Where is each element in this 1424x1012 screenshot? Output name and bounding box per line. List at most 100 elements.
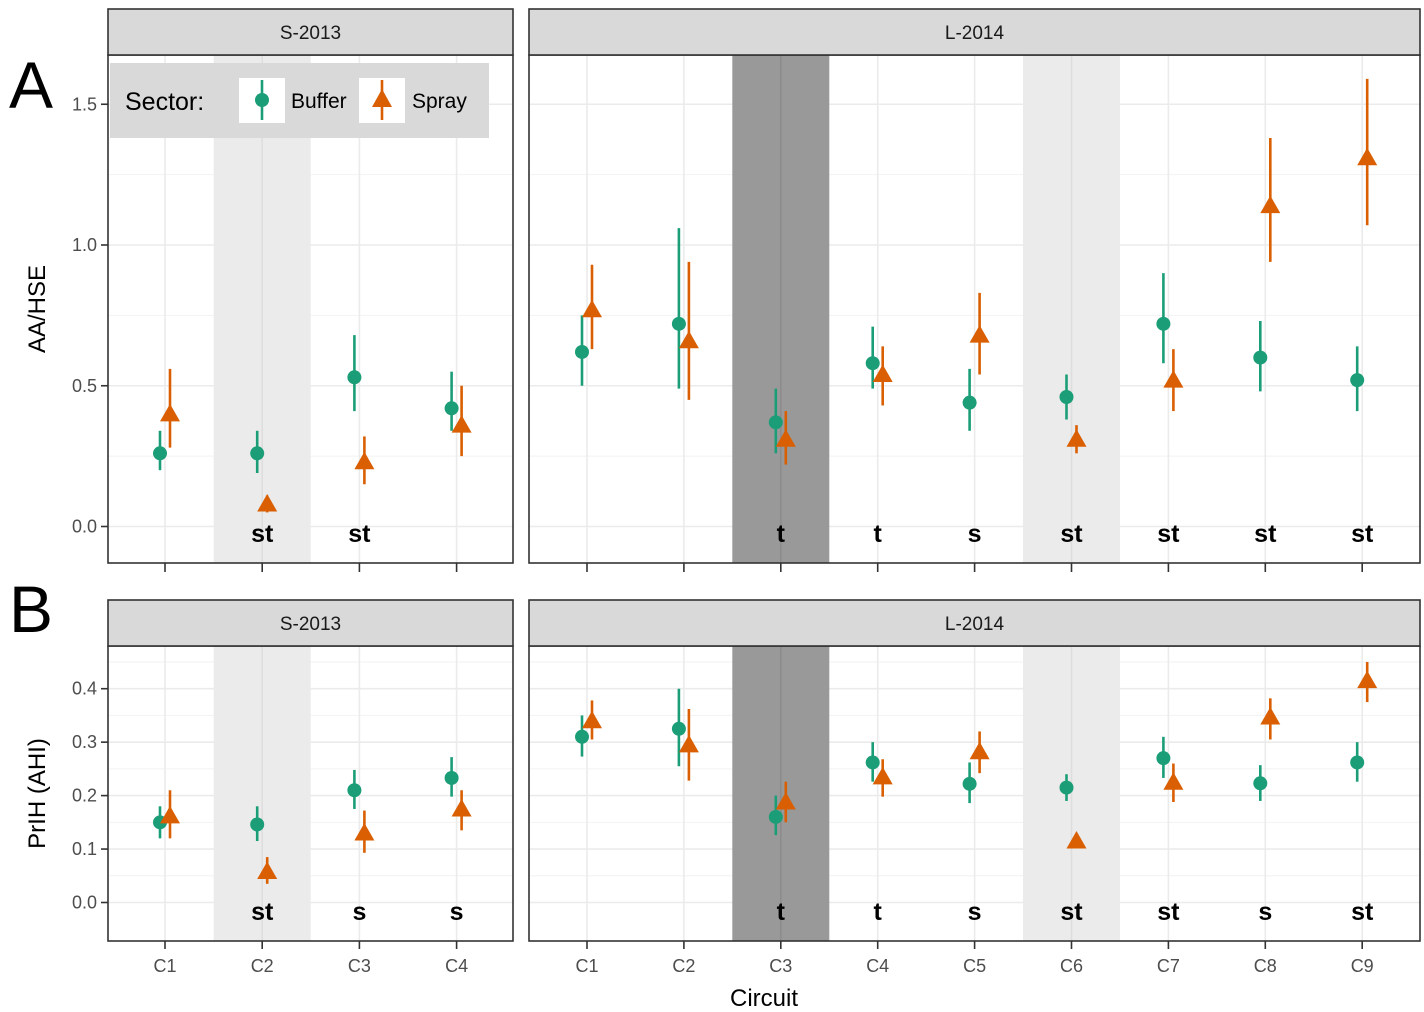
significance-label-C4: s xyxy=(450,898,464,926)
point-spray-C5 xyxy=(969,741,990,760)
significance-label-C5: s xyxy=(968,898,982,926)
point-buffer-C2 xyxy=(671,316,686,331)
point-buffer-C9 xyxy=(1350,373,1365,388)
point-spray-C9 xyxy=(1357,670,1378,689)
significance-label-C4: t xyxy=(874,898,883,926)
y-tick-label: 1.0 xyxy=(72,235,97,255)
x-tick-label-C2: C2 xyxy=(251,956,274,976)
point-spray-C7 xyxy=(1163,370,1184,388)
panel-B-S-2013: st s s S-2013 C1 C2 C3 C4 xyxy=(107,599,514,976)
x-tick-label-C3: C3 xyxy=(348,956,371,976)
significance-label-C3: t xyxy=(777,898,786,926)
x-tick-label-C1: C1 xyxy=(575,956,598,976)
facet-strip xyxy=(528,8,1421,56)
point-buffer-C9 xyxy=(1350,755,1365,770)
point-spray-C3 xyxy=(775,792,796,810)
point-buffer-C1 xyxy=(153,446,167,461)
point-buffer-C1 xyxy=(575,729,589,744)
x-tick-label-C5: C5 xyxy=(963,956,986,976)
point-spray-C5 xyxy=(969,325,990,343)
facet-strip xyxy=(528,599,1421,647)
point-spray-C8 xyxy=(1260,707,1281,725)
point-buffer-C7 xyxy=(1156,751,1171,766)
x-tick-label-C6: C6 xyxy=(1060,956,1083,976)
point-buffer-C2 xyxy=(250,817,265,832)
significance-label-C3: st xyxy=(348,520,371,548)
y-axis-title: PrIH (AHI) xyxy=(24,738,51,849)
panel-letter-B: B xyxy=(9,572,53,646)
point-spray-C1 xyxy=(582,710,602,729)
point-spray-C6 xyxy=(1066,429,1087,447)
facet-strip-label: S-2013 xyxy=(280,614,341,635)
point-spray-C1 xyxy=(160,403,180,422)
legend-title: Sector: xyxy=(125,88,204,116)
significance-label-C8: s xyxy=(1258,898,1272,926)
point-buffer-C4 xyxy=(865,755,880,770)
significance-label-C4: t xyxy=(874,520,883,548)
legend-label-buffer: Buffer xyxy=(291,90,347,113)
x-tick-label-C1: C1 xyxy=(153,956,176,976)
point-buffer-C3 xyxy=(347,370,362,385)
point-spray-C1 xyxy=(582,299,602,318)
significance-label-C3: s xyxy=(352,898,366,926)
x-tick-label-C4: C4 xyxy=(445,956,468,976)
panel-A-L-2014: t t s st st st st L-2014 xyxy=(528,8,1421,572)
point-spray-C2 xyxy=(678,330,699,349)
significance-label-C6: st xyxy=(1060,520,1083,548)
y-axis-title: AA/HSE xyxy=(24,265,51,353)
point-spray-C1 xyxy=(160,805,180,824)
point-spray-C3 xyxy=(354,823,375,841)
point-spray-C3 xyxy=(775,429,796,447)
point-spray-C4 xyxy=(872,766,893,785)
point-buffer-C8 xyxy=(1253,350,1268,365)
x-axis-title: Circuit xyxy=(730,985,798,1012)
point-buffer-C2 xyxy=(671,721,686,736)
significance-label-C9: st xyxy=(1351,520,1374,548)
legend-label-spray: Spray xyxy=(412,90,467,113)
x-tick-label-C2: C2 xyxy=(672,956,695,976)
y-tick-label: 0.0 xyxy=(72,893,97,913)
point-spray-C9 xyxy=(1357,147,1378,166)
y-tick-label: 1.5 xyxy=(72,94,97,114)
point-spray-C4 xyxy=(451,798,472,817)
facet-strip-label: S-2013 xyxy=(280,23,341,44)
significance-label-C9: st xyxy=(1351,898,1374,926)
facet-strip xyxy=(107,599,514,647)
point-buffer-C4 xyxy=(865,356,880,371)
x-tick-label-C7: C7 xyxy=(1157,956,1180,976)
point-spray-C2 xyxy=(678,734,699,753)
point-spray-C2 xyxy=(257,493,278,512)
x-tick-label-C9: C9 xyxy=(1351,956,1374,976)
point-buffer-C4 xyxy=(444,401,459,416)
y-tick-label: 0.0 xyxy=(72,517,97,537)
point-buffer-C1 xyxy=(575,344,589,359)
legend-key-buffer xyxy=(255,93,269,107)
y-tick-label: 0.5 xyxy=(72,376,97,396)
point-buffer-C5 xyxy=(962,395,977,410)
significance-label-C8: st xyxy=(1254,520,1277,548)
facet-strip-label: L-2014 xyxy=(945,614,1005,635)
y-tick-label: 0.3 xyxy=(72,732,97,752)
facet-strip xyxy=(107,8,514,56)
point-buffer-C6 xyxy=(1059,780,1074,795)
point-spray-C4 xyxy=(451,415,472,433)
point-buffer-C4 xyxy=(444,770,459,785)
y-tick-label: 0.1 xyxy=(72,839,97,859)
x-tick-label-C3: C3 xyxy=(769,956,792,976)
x-tick-label-C8: C8 xyxy=(1254,956,1277,976)
significance-label-C3: t xyxy=(777,520,786,548)
panel-B-L-2014: t t s st st s st L-2014 C1 C2 C3 C4 C5 C6 C7 C8 C9 xyxy=(528,599,1421,976)
point-buffer-C5 xyxy=(962,776,977,791)
point-spray-C8 xyxy=(1260,195,1281,214)
panel-letter-A: A xyxy=(9,48,53,122)
point-spray-C3 xyxy=(354,451,375,470)
significance-label-C5: s xyxy=(968,520,982,548)
legend-background xyxy=(110,63,489,138)
point-buffer-C3 xyxy=(768,809,783,824)
significance-label-C6: st xyxy=(1060,898,1083,926)
point-spray-C2 xyxy=(257,861,278,879)
facet-strip-label: L-2014 xyxy=(945,23,1005,44)
point-buffer-C3 xyxy=(768,415,783,430)
legend-key-spray xyxy=(372,89,392,107)
